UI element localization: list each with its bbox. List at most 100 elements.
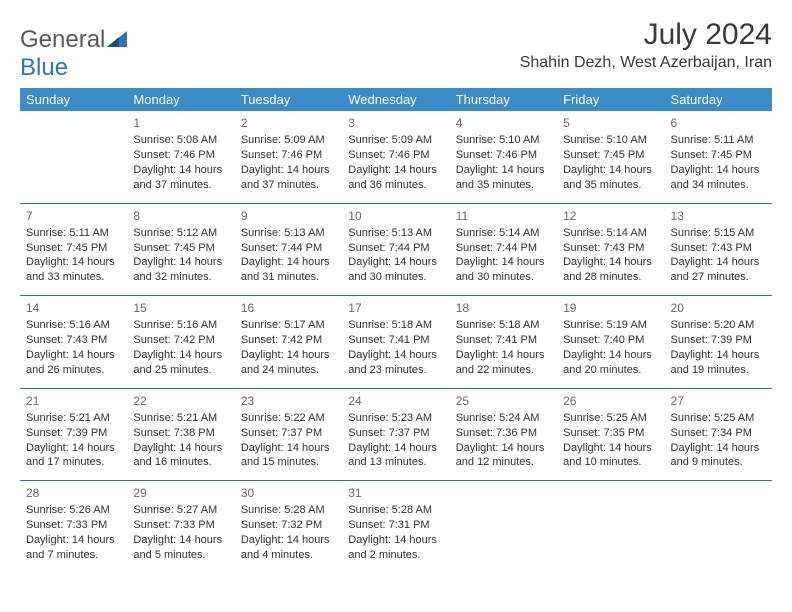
day-number: 19	[563, 300, 658, 316]
day-header: Sunday	[20, 88, 127, 111]
day-number: 21	[26, 393, 121, 409]
daylight-text: Daylight: 14 hours and 10 minutes.	[563, 441, 658, 471]
calendar-cell: 23Sunrise: 5:22 AMSunset: 7:37 PMDayligh…	[235, 388, 342, 481]
daylight-text: Daylight: 14 hours and 26 minutes.	[26, 348, 121, 378]
day-number: 4	[456, 115, 551, 131]
calendar-cell	[557, 481, 664, 573]
sunset-text: Sunset: 7:33 PM	[133, 518, 228, 533]
sunrise-text: Sunrise: 5:16 AM	[133, 318, 228, 333]
day-header: Saturday	[665, 88, 772, 111]
daylight-text: Daylight: 14 hours and 17 minutes.	[26, 441, 121, 471]
day-number: 9	[241, 208, 336, 224]
sunset-text: Sunset: 7:41 PM	[456, 333, 551, 348]
daylight-text: Daylight: 14 hours and 32 minutes.	[133, 255, 228, 285]
month-title: July 2024	[520, 18, 772, 52]
day-number: 30	[241, 485, 336, 501]
sunset-text: Sunset: 7:44 PM	[456, 241, 551, 256]
calendar-cell: 18Sunrise: 5:18 AMSunset: 7:41 PMDayligh…	[450, 296, 557, 389]
day-number: 5	[563, 115, 658, 131]
sunset-text: Sunset: 7:46 PM	[241, 148, 336, 163]
calendar-cell: 12Sunrise: 5:14 AMSunset: 7:43 PMDayligh…	[557, 203, 664, 296]
calendar-week: 7Sunrise: 5:11 AMSunset: 7:45 PMDaylight…	[20, 203, 772, 296]
sunset-text: Sunset: 7:43 PM	[563, 241, 658, 256]
sunrise-text: Sunrise: 5:16 AM	[26, 318, 121, 333]
sunrise-text: Sunrise: 5:25 AM	[563, 411, 658, 426]
sunrise-text: Sunrise: 5:28 AM	[241, 503, 336, 518]
day-number: 27	[671, 393, 766, 409]
sunset-text: Sunset: 7:45 PM	[26, 241, 121, 256]
sunset-text: Sunset: 7:42 PM	[133, 333, 228, 348]
sunset-text: Sunset: 7:34 PM	[671, 426, 766, 441]
calendar-cell: 5 Sunrise: 5:10 AMSunset: 7:45 PMDaylight…	[557, 111, 664, 203]
daylight-text: Daylight: 14 hours and 20 minutes.	[563, 348, 658, 378]
day-number: 22	[133, 393, 228, 409]
location-subtitle: Shahin Dezh, West Azerbaijan, Iran	[520, 54, 772, 72]
day-number: 14	[26, 300, 121, 316]
sunrise-text: Sunrise: 5:18 AM	[348, 318, 443, 333]
sunset-text: Sunset: 7:42 PM	[241, 333, 336, 348]
calendar-cell: 6Sunrise: 5:11 AMSunset: 7:45 PMDaylight…	[665, 111, 772, 203]
calendar-cell: 7Sunrise: 5:11 AMSunset: 7:45 PMDaylight…	[20, 203, 127, 296]
logo-text-blue: Blue	[20, 54, 68, 82]
daylight-text: Daylight: 14 hours and 27 minutes.	[671, 255, 766, 285]
calendar-cell: 3Sunrise: 5:09 AMSunset: 7:46 PMDaylight…	[342, 111, 449, 203]
calendar-cell: 14Sunrise: 5:16 AMSunset: 7:43 PMDayligh…	[20, 296, 127, 389]
logo-text-general: General	[20, 26, 105, 54]
daylight-text: Daylight: 14 hours and 12 minutes.	[456, 441, 551, 471]
day-number: 20	[671, 300, 766, 316]
sunrise-text: Sunrise: 5:20 AM	[671, 318, 766, 333]
calendar-cell: 15Sunrise: 5:16 AMSunset: 7:42 PMDayligh…	[127, 296, 234, 389]
day-header: Tuesday	[235, 88, 342, 111]
sunset-text: Sunset: 7:40 PM	[563, 333, 658, 348]
day-number: 24	[348, 393, 443, 409]
calendar-week: 1Sunrise: 5:08 AMSunset: 7:46 PMDaylight…	[20, 111, 772, 203]
day-header: Thursday	[450, 88, 557, 111]
calendar-week: 21Sunrise: 5:21 AMSunset: 7:39 PMDayligh…	[20, 388, 772, 481]
calendar-cell	[20, 111, 127, 203]
day-number: 29	[133, 485, 228, 501]
day-number: 26	[563, 393, 658, 409]
sunset-text: Sunset: 7:35 PM	[563, 426, 658, 441]
sunrise-text: Sunrise: 5:25 AM	[671, 411, 766, 426]
day-number: 13	[671, 208, 766, 224]
sunrise-text: Sunrise: 5:10 AM	[563, 133, 658, 148]
sunrise-text: Sunrise: 5:17 AM	[241, 318, 336, 333]
sunset-text: Sunset: 7:44 PM	[241, 241, 336, 256]
title-block: July 2024 Shahin Dezh, West Azerbaijan, …	[520, 18, 772, 72]
calendar-cell: 10Sunrise: 5:13 AMSunset: 7:44 PMDayligh…	[342, 203, 449, 296]
day-number: 28	[26, 485, 121, 501]
sunrise-text: Sunrise: 5:21 AM	[26, 411, 121, 426]
daylight-text: Daylight: 14 hours and 30 minutes.	[456, 255, 551, 285]
sunrise-text: Sunrise: 5:19 AM	[563, 318, 658, 333]
day-header-row: SundayMondayTuesdayWednesdayThursdayFrid…	[20, 88, 772, 111]
day-header: Wednesday	[342, 88, 449, 111]
daylight-text: Daylight: 14 hours and 9 minutes.	[671, 441, 766, 471]
calendar-week: 14Sunrise: 5:16 AMSunset: 7:43 PMDayligh…	[20, 296, 772, 389]
calendar-cell: 16Sunrise: 5:17 AMSunset: 7:42 PMDayligh…	[235, 296, 342, 389]
sunset-text: Sunset: 7:37 PM	[241, 426, 336, 441]
sunset-text: Sunset: 7:45 PM	[563, 148, 658, 163]
calendar-cell: 27 Sunrise: 5:25 AMSunset: 7:34 PMDayligh…	[665, 388, 772, 481]
daylight-text: Daylight: 14 hours and 5 minutes.	[133, 533, 228, 563]
sunrise-text: Sunrise: 5:26 AM	[26, 503, 121, 518]
daylight-text: Daylight: 14 hours and 4 minutes.	[241, 533, 336, 563]
calendar-cell: 31Sunrise: 5:28 AMSunset: 7:31 PMDayligh…	[342, 481, 449, 573]
sunrise-text: Sunrise: 5:21 AM	[133, 411, 228, 426]
day-number: 31	[348, 485, 443, 501]
sunrise-text: Sunrise: 5:27 AM	[133, 503, 228, 518]
daylight-text: Daylight: 14 hours and 37 minutes.	[133, 163, 228, 193]
calendar-cell: 26 Sunrise: 5:25 AMSunset: 7:35 PMDayligh…	[557, 388, 664, 481]
sunset-text: Sunset: 7:41 PM	[348, 333, 443, 348]
calendar-cell: 13Sunrise: 5:15 AMSunset: 7:43 PMDayligh…	[665, 203, 772, 296]
sunset-text: Sunset: 7:46 PM	[348, 148, 443, 163]
sunrise-text: Sunrise: 5:11 AM	[671, 133, 766, 148]
sunset-text: Sunset: 7:43 PM	[671, 241, 766, 256]
calendar-cell: 2Sunrise: 5:09 AMSunset: 7:46 PMDaylight…	[235, 111, 342, 203]
day-number: 18	[456, 300, 551, 316]
daylight-text: Daylight: 14 hours and 35 minutes.	[563, 163, 658, 193]
sunset-text: Sunset: 7:45 PM	[133, 241, 228, 256]
sunset-text: Sunset: 7:32 PM	[241, 518, 336, 533]
daylight-text: Daylight: 14 hours and 16 minutes.	[133, 441, 228, 471]
sunset-text: Sunset: 7:46 PM	[133, 148, 228, 163]
calendar-cell: 9Sunrise: 5:13 AMSunset: 7:44 PMDaylight…	[235, 203, 342, 296]
